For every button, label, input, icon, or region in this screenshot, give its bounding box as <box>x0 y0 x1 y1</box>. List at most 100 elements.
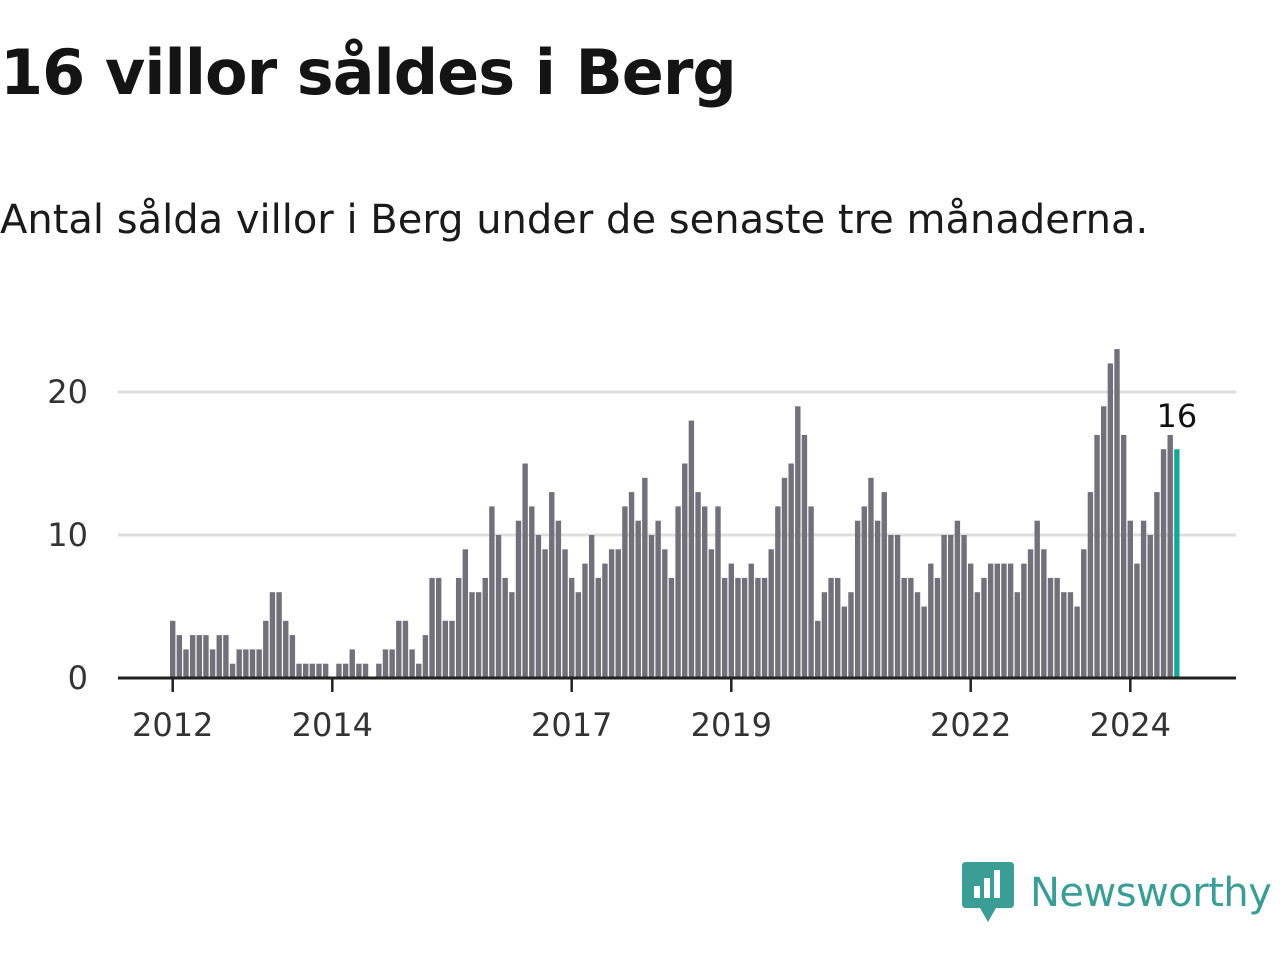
bar <box>635 520 641 678</box>
x-tick-label: 2019 <box>691 706 772 744</box>
bar <box>1054 577 1060 678</box>
bar <box>316 663 322 678</box>
bar <box>229 663 236 678</box>
bar <box>1061 592 1067 678</box>
bar <box>582 563 588 678</box>
bar <box>835 577 841 678</box>
bar <box>775 506 781 678</box>
bar <box>189 635 196 678</box>
bar <box>1081 549 1087 678</box>
bar <box>455 577 462 678</box>
bar <box>1047 577 1054 678</box>
highlight-value-label: 16 <box>1156 397 1197 435</box>
bar <box>535 535 542 678</box>
x-tick-label: 2022 <box>930 706 1011 744</box>
bar <box>482 577 488 678</box>
bar <box>436 577 442 678</box>
bar <box>1167 434 1173 678</box>
annotations: 16 <box>1156 397 1197 435</box>
bar <box>462 549 468 678</box>
bar <box>954 520 961 678</box>
bar <box>1067 592 1074 678</box>
bar <box>502 577 508 678</box>
bar <box>269 592 276 678</box>
bar <box>1101 406 1107 678</box>
bar-highlight <box>1174 449 1180 678</box>
bar <box>449 620 455 678</box>
bar <box>382 649 389 678</box>
bar <box>768 549 774 678</box>
bar <box>928 563 934 678</box>
bar <box>1134 563 1140 678</box>
bar <box>1127 520 1133 678</box>
bar <box>615 549 621 678</box>
bar <box>981 577 987 678</box>
bar <box>336 663 342 678</box>
bar <box>362 663 369 678</box>
bar <box>283 620 289 678</box>
bar <box>1094 434 1100 678</box>
x-axis-labels: 2012 2014 2017 2019 2022 2024 <box>132 706 1171 744</box>
bar <box>442 620 449 678</box>
bar <box>522 463 528 678</box>
bar <box>1107 363 1114 678</box>
bar <box>422 635 429 678</box>
bar <box>901 577 907 678</box>
bar <box>828 577 834 678</box>
bar <box>961 535 967 678</box>
x-tick-label: 2017 <box>531 706 612 744</box>
bar <box>655 520 661 678</box>
chart-subtitle: Antal sålda villor i Berg under de senas… <box>0 197 1149 243</box>
bar <box>296 663 302 678</box>
bar <box>176 635 183 678</box>
bar <box>515 520 522 678</box>
bar <box>642 477 648 678</box>
bar <box>695 492 701 678</box>
bar <box>894 535 901 678</box>
newsworthy-logo-icon <box>962 862 1014 922</box>
bar <box>489 506 495 678</box>
bar <box>542 549 548 678</box>
bar <box>781 477 788 678</box>
bar <box>342 663 349 678</box>
bar <box>682 463 688 678</box>
bar <box>469 592 475 678</box>
bar <box>622 506 628 678</box>
bar <box>249 649 256 678</box>
bar <box>715 506 721 678</box>
x-tick-label: 2024 <box>1090 706 1171 744</box>
bar <box>1027 549 1034 678</box>
bar <box>602 563 608 678</box>
bar <box>429 577 435 678</box>
bar <box>183 649 189 678</box>
bar <box>396 620 402 678</box>
bar <box>276 592 282 678</box>
bar <box>941 535 947 678</box>
bar <box>575 592 582 678</box>
newsworthy-brand[interactable]: Newsworthy <box>962 862 1272 924</box>
y-tick-label: 0 <box>68 659 88 697</box>
bar <box>908 577 914 678</box>
bar <box>888 535 894 678</box>
bar <box>322 663 329 678</box>
bar <box>914 592 921 678</box>
bar <box>256 649 262 678</box>
bar <box>708 549 715 678</box>
bar <box>196 635 202 678</box>
bar <box>223 635 229 678</box>
y-tick-label: 10 <box>47 516 88 554</box>
bar <box>861 506 867 678</box>
bar <box>595 577 601 678</box>
bar <box>203 635 209 678</box>
bar <box>921 606 927 678</box>
bar <box>662 549 668 678</box>
bar <box>409 649 415 678</box>
bar <box>495 535 502 678</box>
bar <box>741 577 748 678</box>
bar <box>529 506 535 678</box>
bar <box>509 592 515 678</box>
bar <box>854 520 861 678</box>
bar <box>562 549 568 678</box>
bar <box>1140 520 1147 678</box>
bar <box>170 620 176 678</box>
